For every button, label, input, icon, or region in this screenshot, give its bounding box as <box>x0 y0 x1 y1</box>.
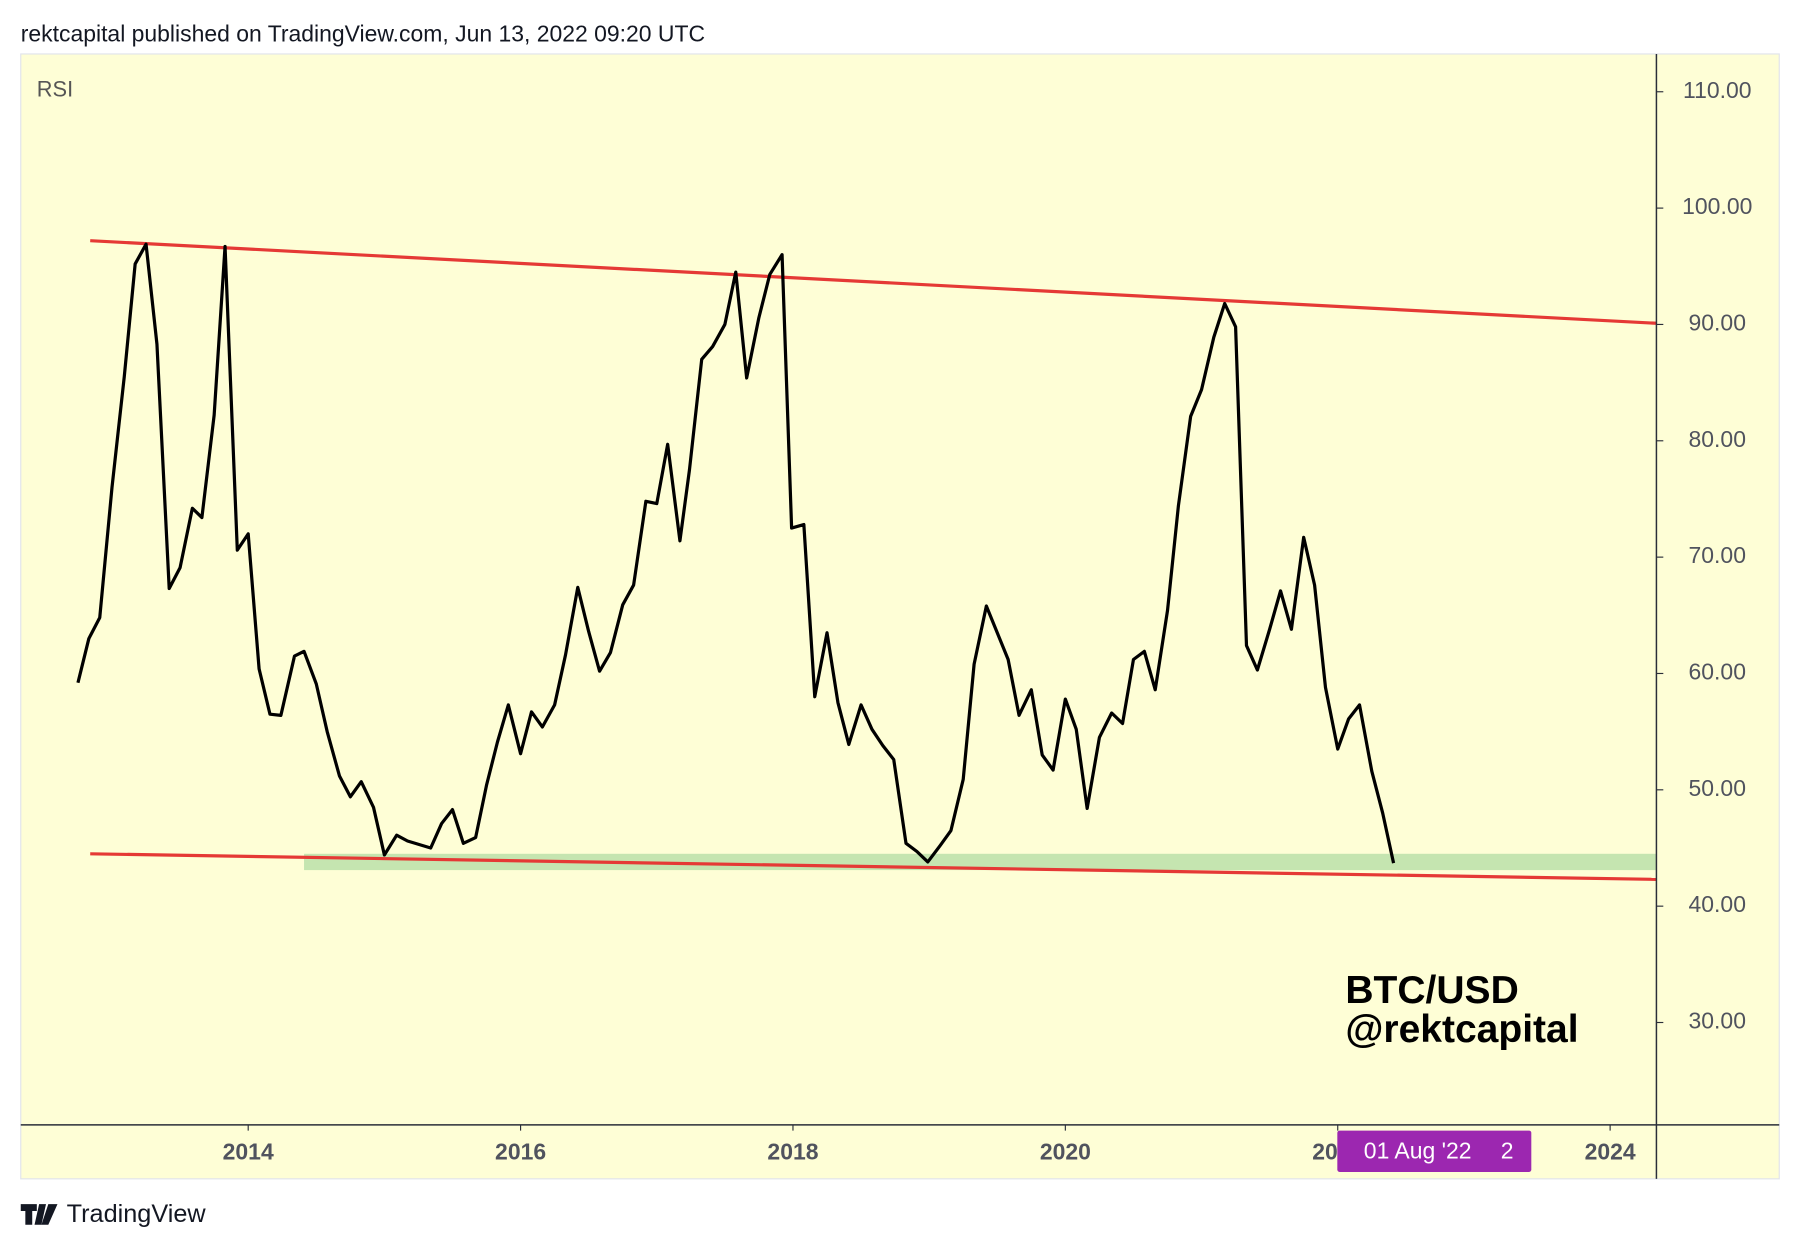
y-tick-label: 90.00 <box>1689 310 1746 336</box>
logo-mark <box>20 1204 58 1225</box>
x-tick-label: 2020 <box>1040 1139 1091 1165</box>
cursor-label-box <box>1337 1130 1532 1172</box>
footer: TradingView <box>67 1200 207 1228</box>
y-tick-label: 50.00 <box>1689 775 1746 801</box>
support-zone <box>304 853 1657 871</box>
y-tick-label: 60.00 <box>1689 659 1746 685</box>
cursor-label: 01 Aug '22 <box>1364 1137 1472 1163</box>
header: rektcapital published on TradingView.com… <box>21 21 705 47</box>
y-tick-label: 30.00 <box>1689 1008 1746 1034</box>
plot-layer <box>76 239 1657 882</box>
trendline <box>90 852 1657 882</box>
watermark: BTC/USD <box>1345 969 1518 1012</box>
trendline <box>90 239 1657 325</box>
y-tick-label: 70.00 <box>1689 542 1746 568</box>
watermark: @rektcapital <box>1345 1008 1578 1051</box>
x-tick-label: 2024 <box>1585 1139 1636 1165</box>
footer-logo <box>20 1204 58 1225</box>
y-tick-label: 110.00 <box>1683 77 1751 103</box>
x-tick-label: 2014 <box>223 1139 274 1165</box>
chart-background <box>20 53 1780 1180</box>
rsi-line <box>76 242 1396 864</box>
y-tick-label: 80.00 <box>1689 426 1746 452</box>
cursor-extra: 2 <box>1501 1137 1514 1163</box>
y-tick-label: 100.00 <box>1682 193 1752 219</box>
x-tick-label: 2016 <box>495 1139 546 1165</box>
x-tick-label: 2018 <box>767 1139 818 1165</box>
pane-label: RSI <box>37 76 73 101</box>
y-tick-label: 40.00 <box>1689 891 1746 917</box>
